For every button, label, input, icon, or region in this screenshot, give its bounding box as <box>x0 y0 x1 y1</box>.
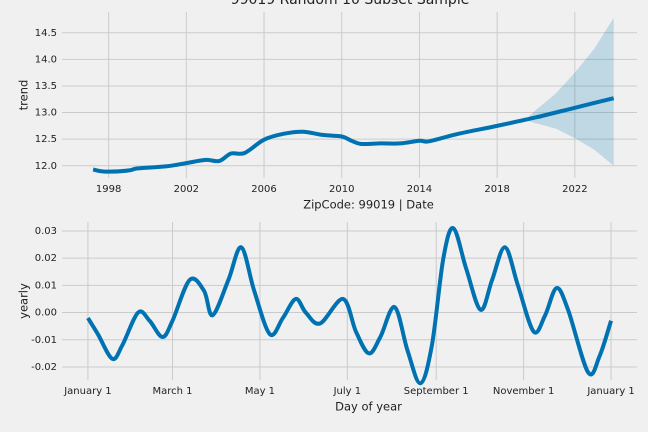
y-tick-label: -0.02 <box>31 362 57 373</box>
x-tick-label: 2010 <box>329 184 354 195</box>
chart-title: 99019 Random 10 Subset Sample <box>231 0 470 8</box>
x-tick-label: May 1 <box>245 386 275 397</box>
x-tick-label: July 1 <box>333 386 362 397</box>
x-tick-label: November 1 <box>493 386 555 397</box>
y-tick-label: 14.5 <box>35 28 57 39</box>
y-tick-label: 0.02 <box>35 253 57 264</box>
x-tick-label: 2022 <box>562 184 587 195</box>
y-tick-label: 0.00 <box>35 308 57 319</box>
y-tick-label: 0.01 <box>35 280 57 291</box>
y-tick-label: 12.5 <box>35 134 57 145</box>
y-axis-label: trend <box>17 80 31 111</box>
x-tick-label: 2006 <box>251 184 276 195</box>
x-tick-label: 2002 <box>174 184 199 195</box>
y-axis-label: yearly <box>17 283 31 319</box>
x-tick-label: March 1 <box>152 386 192 397</box>
x-tick-label: 2018 <box>484 184 509 195</box>
x-tick-label: January 1 <box>63 386 111 397</box>
y-tick-label: 13.5 <box>35 81 57 92</box>
x-tick-label: September 1 <box>404 386 469 397</box>
y-tick-label: 13.0 <box>35 108 57 119</box>
y-tick-label: 12.0 <box>35 161 57 172</box>
y-tick-label: 14.0 <box>35 54 57 65</box>
y-tick-label: 0.03 <box>35 226 57 237</box>
uncertainty-band <box>526 17 614 166</box>
x-tick-label: January 1 <box>586 386 634 397</box>
line <box>86 226 613 386</box>
x-axis-label: ZipCode: 99019 | Date <box>303 198 434 212</box>
line <box>92 96 615 174</box>
x-tick-label: 1998 <box>96 184 121 195</box>
y-tick-label: -0.01 <box>31 335 57 346</box>
x-tick-label: 2014 <box>407 184 432 195</box>
x-axis-label: Day of year <box>335 400 402 414</box>
